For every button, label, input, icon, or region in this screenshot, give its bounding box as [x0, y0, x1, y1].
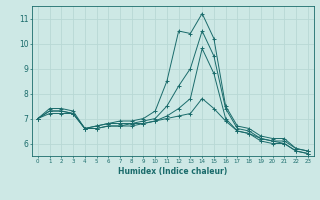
X-axis label: Humidex (Indice chaleur): Humidex (Indice chaleur) — [118, 167, 228, 176]
